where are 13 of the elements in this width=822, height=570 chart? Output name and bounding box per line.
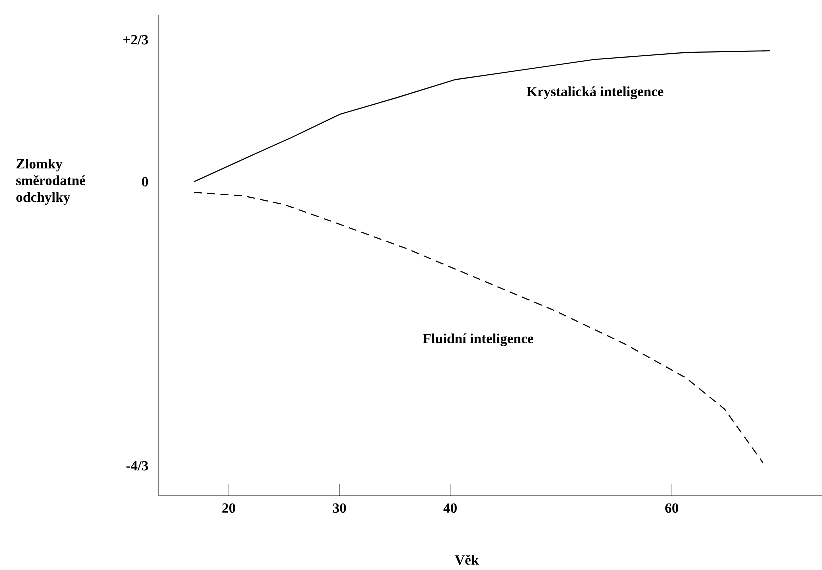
line-series bbox=[194, 192, 764, 464]
y-axis-title: Zlomky směrodatné odchylky bbox=[16, 158, 86, 206]
y-tick-label: +2/3 bbox=[124, 35, 148, 45]
line-series bbox=[194, 50, 771, 183]
y-tick-label: -4/3 bbox=[126, 461, 148, 471]
y-tick-label: 0 bbox=[142, 177, 148, 187]
x-tick-label: 60 bbox=[666, 504, 678, 514]
x-tick-label: 40 bbox=[444, 504, 457, 514]
series-label: Krystalická inteligence bbox=[526, 86, 664, 100]
text: Fluidní inteligence bbox=[423, 334, 534, 346]
x-tick-label: 20 bbox=[222, 504, 236, 514]
x-axis-title: Věk bbox=[455, 554, 480, 566]
x-tick-label: 30 bbox=[333, 504, 346, 514]
